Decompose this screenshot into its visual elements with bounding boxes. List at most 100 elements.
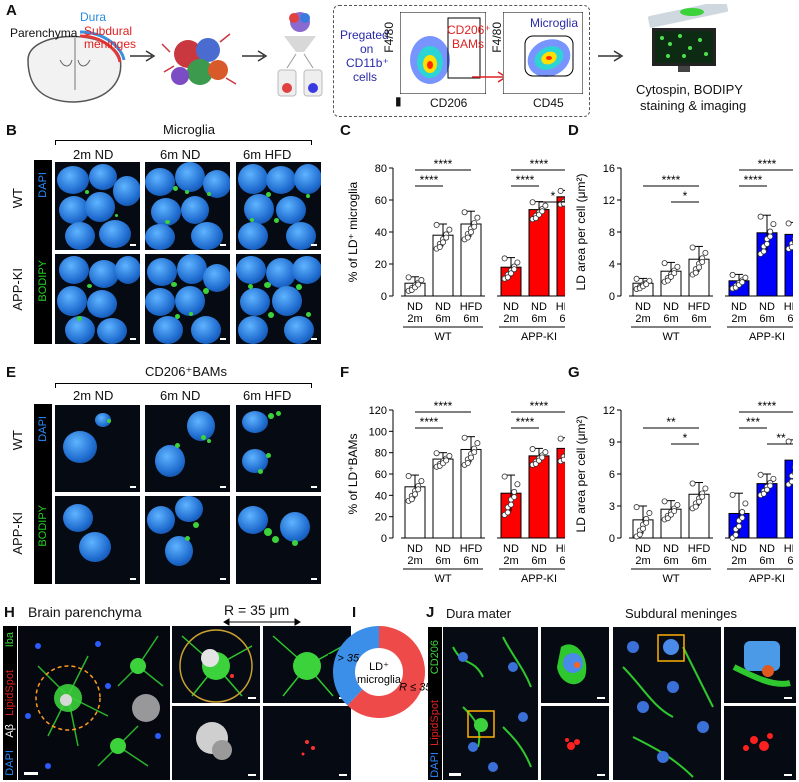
y-axis-label: % of LD⁺BAMs xyxy=(346,433,360,514)
radius-label: R = 35 μm xyxy=(224,602,290,618)
panel-label-e: E xyxy=(6,364,17,381)
data-point xyxy=(739,509,746,516)
slice-label: R ≤ 35 xyxy=(399,681,432,693)
micrograph-microglia-app-ki-6m-hfd xyxy=(236,254,321,344)
y-axis-label: LD area per cell (μm²) xyxy=(574,174,588,291)
group-label: APP-KI xyxy=(749,573,785,585)
panel-label-j: J xyxy=(426,604,435,621)
micrograph-dura-overview xyxy=(443,627,538,780)
data-point xyxy=(418,277,425,284)
x-tick-label: HFD xyxy=(688,301,711,313)
significance-label: **** xyxy=(516,173,535,187)
microglia-title: Microglia xyxy=(163,122,216,137)
x-tick-label: 6m xyxy=(559,313,565,325)
dapi-label: DAPI xyxy=(429,752,441,778)
x-tick-label: HFD xyxy=(460,543,483,555)
brain-parenchyma-title: Brain parenchyma xyxy=(28,604,142,620)
significance-label: * xyxy=(551,189,556,203)
data-point xyxy=(511,488,518,495)
data-point xyxy=(785,438,792,445)
bodipy-label: BODIPY xyxy=(37,260,49,302)
data-point xyxy=(785,220,792,227)
title-bracket xyxy=(55,140,312,145)
microglia-gate-label: Microglia xyxy=(530,16,579,30)
data-point xyxy=(788,478,793,485)
axis-ticks: ▮ xyxy=(395,94,402,108)
data-point xyxy=(763,486,770,493)
data-point xyxy=(501,473,508,480)
x-tick-label: 6m xyxy=(759,313,774,325)
y-tick-label: 0 xyxy=(381,533,387,545)
bodipy-label: BODIPY xyxy=(37,505,49,547)
data-point xyxy=(464,234,471,241)
data-point xyxy=(671,508,678,515)
data-point xyxy=(511,494,518,501)
data-point xyxy=(514,481,521,488)
panel-label-d: D xyxy=(568,122,579,139)
bar xyxy=(528,455,550,539)
group-label: WT xyxy=(434,331,451,343)
channel-legend-bar xyxy=(428,627,442,780)
y-tick-label: 80 xyxy=(375,163,387,175)
bams-label-1: CD206⁺ xyxy=(447,23,491,37)
bar xyxy=(784,233,793,297)
y-tick-label: 4 xyxy=(609,259,615,271)
micrograph-subdural-merge-zoom xyxy=(724,627,796,703)
x-tick-label: HFD xyxy=(556,301,565,313)
data-point xyxy=(671,270,678,277)
arrow-icon xyxy=(130,50,156,62)
title-bracket xyxy=(55,383,312,388)
y-axis-label: LD area per cell (μm²) xyxy=(574,416,588,533)
data-point xyxy=(507,270,514,277)
data-point xyxy=(702,485,709,492)
group-label: WT xyxy=(434,573,451,585)
data-point xyxy=(788,244,793,251)
data-point xyxy=(405,473,412,480)
micrograph-bams-wt-6m-nd xyxy=(145,405,230,492)
data-point xyxy=(504,274,511,281)
data-point xyxy=(529,446,536,453)
data-point xyxy=(471,223,478,230)
bams-label-2: BAMs xyxy=(452,37,485,51)
micrograph-dura-merge-zoom xyxy=(541,627,609,703)
x-tick-label: 6m xyxy=(691,555,706,567)
data-point xyxy=(699,258,706,265)
data-point xyxy=(760,490,767,497)
panel-label-h: H xyxy=(4,604,15,621)
x-tick-label: 6m xyxy=(787,555,793,567)
y-tick-label: 6 xyxy=(609,469,615,481)
data-point xyxy=(474,440,481,447)
col-header-6m-nd: 6m ND xyxy=(160,147,201,162)
bar xyxy=(528,209,550,297)
x-tick-label: 2m xyxy=(635,555,650,567)
x-tick-label: 6m xyxy=(463,555,478,567)
x-tick-label: 2m xyxy=(407,313,422,325)
micrograph-dura-lipidspot-zoom xyxy=(541,706,609,780)
x-tick-label: ND xyxy=(759,543,775,555)
data-point xyxy=(446,226,453,233)
x-tick-label: 6m xyxy=(663,313,678,325)
data-point xyxy=(640,525,647,532)
y-tick-label: 60 xyxy=(375,469,387,481)
subdural-meninges-title: Subdural meninges xyxy=(625,606,738,621)
data-point xyxy=(539,208,546,215)
x-tick-label: ND xyxy=(503,301,519,313)
data-point xyxy=(443,457,450,464)
data-point xyxy=(664,277,671,284)
significance-label: **** xyxy=(420,173,439,187)
data-point xyxy=(633,275,640,282)
channel-legend-bar xyxy=(3,626,17,780)
flow-plot-cd45 xyxy=(503,12,583,94)
y-tick-label: 12 xyxy=(603,195,615,207)
data-point xyxy=(507,501,514,508)
data-point xyxy=(757,471,764,478)
data-point xyxy=(792,236,793,241)
data-point xyxy=(729,491,736,498)
micrograph-bams-app-ki-6m-nd xyxy=(145,496,230,584)
data-point xyxy=(474,214,481,221)
data-point xyxy=(464,460,471,467)
col-header-6m-nd: 6m ND xyxy=(160,388,201,403)
radius-bar xyxy=(223,618,301,626)
y-tick-label: 20 xyxy=(375,512,387,524)
